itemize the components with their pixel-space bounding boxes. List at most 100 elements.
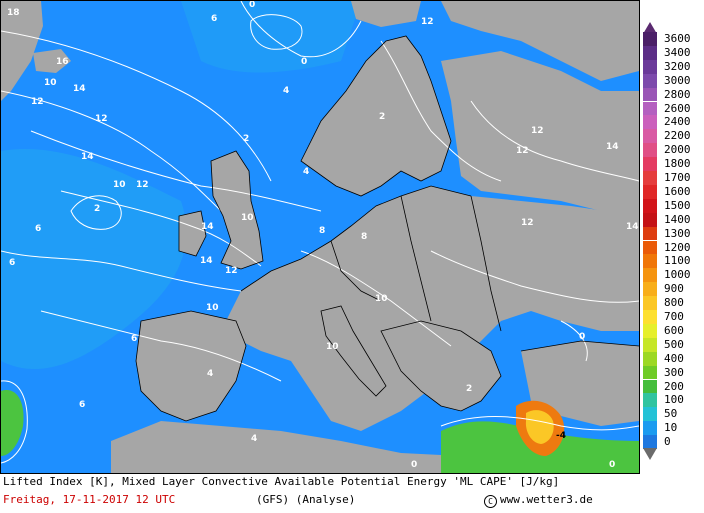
legend-item: 500 — [643, 337, 704, 352]
legend-item: 1100 — [643, 254, 704, 269]
land-svalbard — [351, 1, 421, 27]
legend-item: 1000 — [643, 268, 704, 283]
land-great-britain — [211, 151, 263, 269]
legend-label: 1600 — [664, 184, 691, 198]
legend-label: 400 — [664, 351, 684, 365]
legend-label: 1300 — [664, 226, 691, 240]
legend-item: 200 — [643, 379, 704, 394]
legend-label: 800 — [664, 296, 684, 310]
contour-label: 12 — [531, 126, 544, 136]
contour-label-negative: -4 — [556, 431, 566, 441]
legend-item: 1200 — [643, 240, 704, 255]
contour-label: 12 — [516, 146, 529, 156]
contour-label: 8 — [319, 226, 325, 236]
legend-swatch — [643, 184, 657, 199]
legend-item: 900 — [643, 282, 704, 297]
land-ireland — [179, 211, 206, 256]
legend-swatch — [643, 323, 657, 338]
legend-arrow-down-icon — [643, 448, 657, 460]
legend-label: 3200 — [664, 59, 691, 73]
contour-label: 4 — [251, 434, 257, 444]
legend-item: 3400 — [643, 45, 704, 60]
legend-item: 3200 — [643, 59, 704, 74]
legend-label: 1200 — [664, 240, 691, 254]
contour-label: 10 — [241, 213, 254, 223]
legend-label: 10 — [664, 421, 678, 435]
legend-label: 600 — [664, 323, 684, 337]
legend-item: 800 — [643, 296, 704, 310]
contour-label: 10 — [113, 180, 126, 190]
legend-label: 300 — [664, 365, 684, 379]
legend-swatch — [643, 407, 657, 422]
contour-label: 6 — [131, 334, 137, 344]
legend-swatch — [643, 351, 657, 366]
contour-label: 10 — [206, 303, 219, 313]
contour-label: 10 — [44, 78, 57, 88]
legend-label: 2200 — [664, 129, 691, 143]
cape-legend: 3600 3400 3200 3000 2800 2600 2400 2200 2000 1800… — [641, 20, 704, 460]
legend-swatch — [643, 310, 657, 324]
legend-swatch — [643, 157, 657, 171]
legend-swatch — [643, 45, 657, 60]
legend-swatch — [643, 365, 657, 380]
legend-swatch — [643, 296, 657, 310]
contour-label: 6 — [211, 14, 217, 24]
contour-label: 16 — [56, 57, 69, 67]
cape-core-greece — [525, 410, 554, 444]
legend-label: 2000 — [664, 143, 691, 157]
coastlines-borders — [135, 35, 639, 422]
map-canvas: 18 16 14 10 12 12 14 10 12 2 6 6 14 14 1… — [1, 1, 639, 473]
legend-swatch — [643, 59, 657, 74]
legend-item: 0 — [643, 435, 704, 449]
contour-label: 14 — [626, 222, 639, 232]
legend-item: 100 — [643, 393, 704, 408]
legend-label: 0 — [664, 435, 671, 449]
legend-arrow-up-icon — [643, 22, 657, 34]
contour-label: 4 — [207, 369, 213, 379]
contour-label: 0 — [579, 332, 585, 342]
legend-swatch — [643, 226, 657, 241]
contour-label: 12 — [31, 97, 44, 107]
legend-item: 1500 — [643, 198, 704, 213]
legend-label: 700 — [664, 310, 684, 323]
land-central-europe — [226, 186, 639, 431]
contour-label: 18 — [7, 8, 20, 18]
contour-label: 2 — [243, 134, 249, 144]
land-scandinavia — [301, 36, 451, 196]
legend-label: 200 — [664, 379, 684, 393]
legend-swatch — [643, 393, 657, 408]
copyright-icon: C — [484, 495, 497, 508]
map-caption: Lifted Index [K], Mixed Layer Convective… — [3, 475, 560, 488]
source-url[interactable]: www.wetter3.de — [500, 493, 593, 506]
legend-label: 900 — [664, 282, 684, 296]
legend-label: 100 — [664, 393, 684, 407]
contour-label: 14 — [81, 152, 94, 162]
cape-zone-atlantic — [1, 390, 24, 456]
isolines — [1, 1, 639, 464]
weather-map: 18 16 14 10 12 12 14 10 12 2 6 6 14 14 1… — [0, 0, 640, 474]
contour-label: 4 — [303, 167, 309, 177]
legend-swatch — [643, 240, 657, 255]
model-run: (GFS) (Analyse) — [256, 493, 356, 506]
valid-datetime: Freitag, 17-11-2017 12 UTC — [3, 493, 176, 506]
land-greenland — [1, 1, 43, 101]
legend-label: 2400 — [664, 115, 691, 129]
legend-swatch — [643, 268, 657, 283]
legend-item: 10 — [643, 421, 704, 436]
legend-swatch — [643, 379, 657, 394]
contour-label: 6 — [35, 224, 41, 234]
land-italy — [321, 306, 386, 396]
contour-label: 2 — [466, 384, 472, 394]
contour-label: 4 — [283, 86, 289, 96]
legend-item: 1300 — [643, 226, 704, 241]
legend-item: 1400 — [643, 212, 704, 227]
contour-label: 14 — [606, 142, 619, 152]
legend-swatch — [643, 115, 657, 130]
land-finland-russia — [441, 51, 639, 221]
legend-item: 2200 — [643, 129, 704, 144]
legend-item: 2000 — [643, 143, 704, 158]
legend-label: 3000 — [664, 73, 691, 87]
legend-item: 2400 — [643, 115, 704, 130]
land-iberia — [136, 311, 246, 421]
